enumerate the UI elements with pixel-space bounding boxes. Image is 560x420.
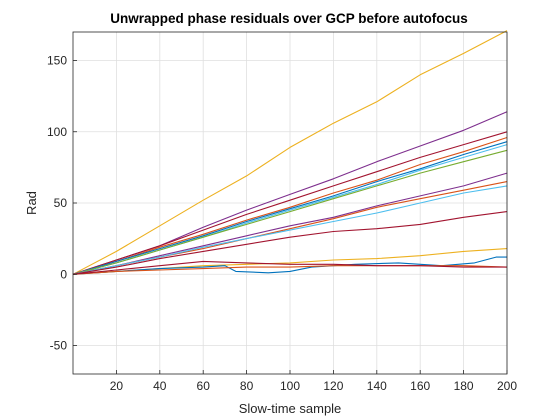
series-line xyxy=(72,131,508,275)
ticks-layer: 20 40 60 80 100 120 140 160 180 200 -50 0 50 100 150 xyxy=(47,54,517,394)
series-line xyxy=(72,30,508,275)
chart-title: Unwrapped phase residuals over GCP befor… xyxy=(110,11,468,26)
x-tick-label: 140 xyxy=(367,379,387,393)
x-tick-label: 60 xyxy=(197,379,211,393)
y-axis-label: Rad xyxy=(24,191,39,215)
x-tick-label: 40 xyxy=(153,379,167,393)
x-tick-label: 160 xyxy=(410,379,430,393)
x-tick-label: 200 xyxy=(497,379,517,393)
y-tick-label: 50 xyxy=(54,196,68,210)
x-axis-label: Slow-time sample xyxy=(239,401,342,416)
x-tick-label: 20 xyxy=(110,379,124,393)
series-line xyxy=(72,185,508,275)
y-tick-label: 100 xyxy=(47,125,67,139)
x-tick-label: 100 xyxy=(280,379,300,393)
series-layer xyxy=(72,30,508,275)
y-tick-label: 0 xyxy=(60,267,67,281)
series-line xyxy=(72,256,507,275)
x-tick-label: 80 xyxy=(240,379,254,393)
y-tick-label: -50 xyxy=(50,339,68,353)
x-tick-label: 180 xyxy=(454,379,474,393)
series-line xyxy=(72,172,508,275)
x-tick-label: 120 xyxy=(323,379,343,393)
y-tick-label: 150 xyxy=(47,54,67,68)
series-line xyxy=(72,136,508,275)
series-line xyxy=(72,211,508,275)
series-line xyxy=(72,260,507,275)
series-line xyxy=(72,149,508,275)
series-line xyxy=(72,141,508,275)
